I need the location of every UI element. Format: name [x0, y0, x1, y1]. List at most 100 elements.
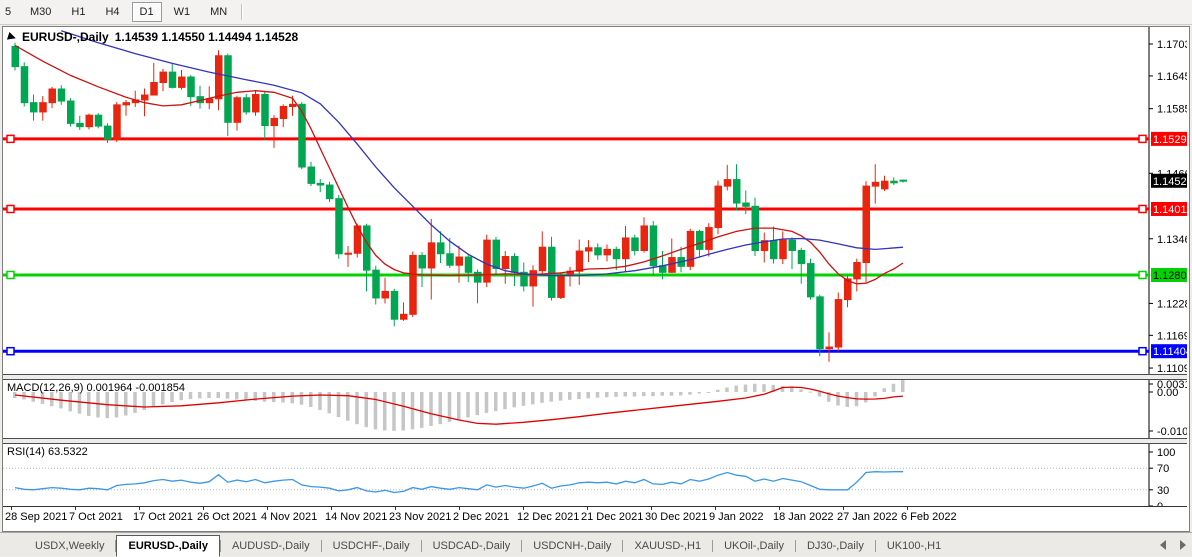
- rsi-chart[interactable]: 100 70 30 0: [3, 444, 1187, 506]
- candle-body: [215, 55, 223, 100]
- date-label: 4 Nov 2021: [261, 511, 318, 523]
- price-tick-label: 1.12280: [1157, 298, 1187, 310]
- chart-tab-xauusd-h1[interactable]: XAUUSD-,H1: [634, 540, 702, 552]
- timeframe-button-m30[interactable]: M30: [30, 6, 52, 18]
- candle-body: [30, 102, 38, 113]
- rsi-label: RSI(14) 63.5322: [7, 446, 88, 458]
- hline-left-handle[interactable]: [6, 134, 15, 144]
- hline-price-label: 1.11404: [1153, 346, 1187, 358]
- candle-body: [187, 76, 195, 98]
- rsi-panel[interactable]: 100 70 30 0 RSI(14) 63.5322: [3, 444, 1187, 506]
- macd-bar: [873, 392, 877, 397]
- price-chart[interactable]: 1.170351.164501.158501.146651.134651.122…: [3, 27, 1187, 374]
- hline-right-handle[interactable]: [1138, 346, 1147, 356]
- ma-slow-line: [61, 30, 904, 277]
- chart-ohlc-values: 1.14539 1.14550 1.14494 1.14528: [114, 30, 299, 44]
- main-chart-panel[interactable]: 1.170351.164501.158501.146651.134651.122…: [3, 27, 1187, 374]
- macd-bar: [429, 392, 433, 427]
- chart-tab-usdcnh-daily[interactable]: USDCNH-,Daily: [533, 540, 612, 552]
- hline-left-handle[interactable]: [6, 270, 15, 280]
- candle-body: [455, 256, 463, 266]
- chart-tab-usdcad-daily[interactable]: USDCAD-,Daily: [432, 540, 511, 552]
- hline-right-handle[interactable]: [1138, 270, 1147, 280]
- macd-bar: [494, 392, 498, 412]
- macd-bar: [133, 392, 137, 413]
- candle-body: [696, 230, 704, 250]
- horizontal-line-1.11404[interactable]: 1.11404: [3, 344, 1187, 359]
- date-label: 7 Oct 2021: [69, 511, 123, 523]
- panel-splitter[interactable]: [3, 374, 1187, 380]
- rsi-tick-label: 100: [1157, 447, 1175, 459]
- chart-tab-uk100-h1[interactable]: UK100-,H1: [886, 540, 942, 552]
- macd-bar: [540, 392, 544, 403]
- macd-bar: [614, 392, 618, 397]
- macd-bar: [799, 389, 803, 392]
- hline-right-handle[interactable]: [1138, 134, 1147, 144]
- candle-body: [344, 252, 352, 255]
- candle-body: [57, 88, 66, 102]
- candle-body: [844, 278, 852, 301]
- macd-bar: [660, 392, 664, 396]
- macd-bar: [253, 392, 257, 401]
- macd-bar: [558, 392, 563, 401]
- panel-splitter[interactable]: [3, 438, 1187, 444]
- chart-tab-usdchf-daily[interactable]: USDCHF-,Daily: [332, 540, 410, 552]
- macd-bar: [725, 387, 729, 392]
- price-tick-label: 1.15850: [1157, 104, 1187, 116]
- candle-body: [464, 256, 473, 273]
- candle-body: [603, 248, 611, 256]
- date-axis[interactable]: 28 Sep 2021 7 Oct 2021 17 Oct 2021 26 Oct 2…: [3, 506, 1187, 530]
- hline-price-label: 1.15296: [1153, 134, 1187, 146]
- hline-left-handle[interactable]: [6, 204, 15, 214]
- macd-panel[interactable]: 0.0031650.00 -0.01043 MACD(12,26,9) 0.001…: [3, 380, 1187, 438]
- current-price-label: 1.14528: [1153, 176, 1187, 188]
- tab-scroll-right-icon[interactable]: [1180, 540, 1186, 550]
- candle-body: [520, 271, 528, 287]
- date-label: 28 Sep 2021: [5, 511, 68, 523]
- timeframe-button-h4[interactable]: H4: [105, 6, 120, 18]
- chart-tab-eurusd-daily[interactable]: EURUSD-,Daily: [116, 535, 220, 557]
- macd-bar: [808, 391, 812, 393]
- horizontal-line-1.15296[interactable]: 1.15296: [3, 131, 1187, 146]
- macd-chart[interactable]: 0.0031650.00 -0.01043: [3, 380, 1187, 438]
- macd-bar: [309, 392, 313, 407]
- price-tick-label: 1.11095: [1157, 363, 1187, 374]
- macd-bar: [706, 392, 711, 393]
- candle-body: [224, 55, 232, 123]
- date-label: 17 Oct 2021: [133, 511, 193, 523]
- chart-tab-ukoil-daily[interactable]: UKOil-,Daily: [724, 540, 784, 552]
- macd-bar: [346, 392, 350, 421]
- candle-body: [501, 255, 510, 269]
- timeframe-button-d1[interactable]: D1: [131, 2, 162, 22]
- macd-bar: [531, 392, 535, 405]
- tab-scroll-left-icon[interactable]: [1160, 540, 1166, 550]
- timeframe-button-mn[interactable]: MN: [210, 6, 228, 18]
- rsi-tick-label: 70: [1157, 463, 1169, 475]
- macd-bar: [605, 392, 609, 398]
- date-tick: [715, 507, 716, 510]
- macd-bar: [216, 392, 220, 398]
- candle-body: [113, 104, 121, 140]
- candle-body: [335, 198, 343, 255]
- candle-body: [159, 71, 167, 83]
- timeframe-button-5[interactable]: 5: [5, 6, 12, 18]
- candle-body: [409, 254, 417, 315]
- candle-body: [714, 185, 722, 229]
- macd-bar: [336, 392, 341, 418]
- date-label: 2 Dec 2021: [453, 511, 510, 523]
- macd-bar: [438, 392, 442, 425]
- timeframe-button-h1[interactable]: H1: [71, 6, 86, 18]
- macd-bar: [290, 392, 294, 404]
- candle-body: [511, 255, 519, 273]
- macd-bar: [586, 392, 590, 399]
- chart-tab-usdx-weekly[interactable]: USDX,Weekly: [35, 540, 105, 552]
- hline-left-handle[interactable]: [6, 346, 15, 356]
- chart-tab-dj30-daily[interactable]: DJ30-,Daily: [806, 540, 864, 552]
- macd-bar: [262, 392, 267, 402]
- hline-right-handle[interactable]: [1138, 204, 1147, 214]
- macd-tick-label: 0.003165: [1157, 380, 1187, 391]
- chart-tab-audusd-daily[interactable]: AUDUSD-,Daily: [231, 540, 310, 552]
- timeframe-button-w1[interactable]: W1: [173, 6, 191, 18]
